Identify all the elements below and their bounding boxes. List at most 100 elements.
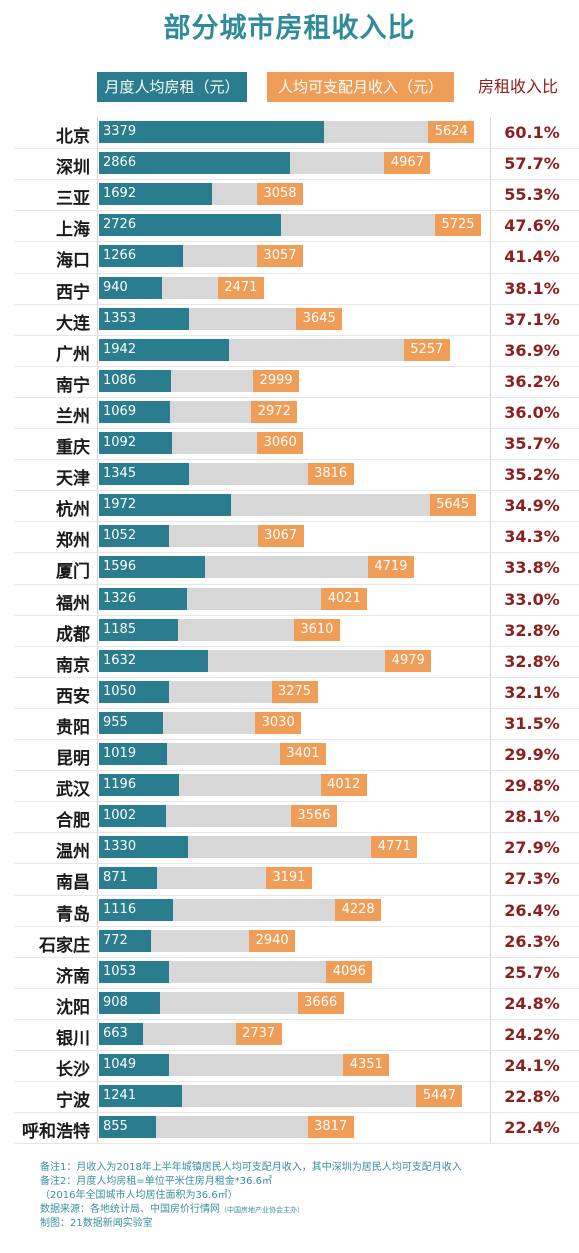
income-label: 2940 — [249, 929, 296, 952]
income-label: 3067 — [257, 525, 304, 548]
income-label: 5725 — [435, 214, 481, 237]
city-label: 福州 — [56, 593, 90, 614]
city-label: 昆明 — [56, 749, 90, 769]
ratio-label: 24.1% — [504, 1056, 560, 1075]
income-label: 3566 — [290, 805, 337, 828]
city-label: 广州 — [56, 344, 90, 365]
income-label: 3191 — [265, 867, 312, 890]
rent-bar: 1330 — [99, 836, 188, 859]
income-label: 2999 — [253, 369, 300, 392]
row-divider — [15, 428, 579, 429]
row-divider — [15, 365, 579, 367]
city-label: 北京 — [56, 127, 90, 147]
city-label: 杭州 — [56, 500, 90, 521]
rent-bar: 955 — [99, 711, 163, 734]
ratio-label: 26.4% — [504, 900, 560, 920]
ratio-label: 36.2% — [504, 371, 560, 391]
rent-bar: 1185 — [99, 618, 179, 641]
legend-ratio: 房租收入比 — [478, 77, 559, 96]
income-label: 3057 — [256, 245, 303, 268]
chart-title: 部分城市房租收入比 — [163, 13, 416, 44]
rent-bar: 1049 — [99, 1054, 169, 1076]
income-label: 3817 — [307, 1116, 354, 1139]
city-label: 兰州 — [56, 406, 90, 427]
city-label: 济南 — [56, 966, 90, 987]
city-label: 郑州 — [56, 531, 90, 552]
city-label: 长沙 — [56, 1060, 90, 1080]
ratio-label: 27.9% — [504, 838, 560, 858]
row-divider — [15, 459, 579, 461]
city-label: 海口 — [56, 251, 90, 272]
rent-bar: 871 — [99, 867, 158, 890]
income-label: 3401 — [279, 743, 326, 765]
ratio-label: 60.1% — [504, 123, 560, 142]
row-divider — [15, 956, 579, 958]
row-divider — [15, 303, 579, 305]
row-divider — [15, 925, 579, 927]
notes: 备注1：月收入为2018年上半年城镇居民人均可支配月收入，其中深圳为居民人均可支… — [40, 1161, 462, 1231]
city-label: 深圳 — [56, 158, 90, 179]
city-label: 上海 — [56, 220, 90, 241]
ratio-label: 22.4% — [504, 1118, 560, 1138]
ratio-label: 33.0% — [504, 589, 560, 609]
ratio-label: 26.3% — [504, 931, 560, 951]
note-3: （2016年全国城市人均居住面积为36.6㎡） — [40, 1190, 238, 1201]
income-label: 3666 — [297, 991, 344, 1014]
row-divider — [15, 490, 579, 492]
city-label: 天津 — [56, 469, 90, 490]
rent-bar: 1972 — [99, 494, 231, 517]
rent-bar: 1345 — [99, 463, 189, 486]
city-label: 温州 — [56, 842, 90, 863]
row-divider — [15, 334, 579, 336]
axis-line — [97, 117, 98, 1143]
row-divider — [15, 179, 579, 181]
income-bar — [99, 1116, 354, 1139]
ratio-label: 35.7% — [504, 434, 560, 453]
income-label: 3058 — [257, 183, 304, 206]
ratio-label: 28.1% — [504, 807, 560, 827]
income-label: 4719 — [367, 556, 414, 579]
city-label: 沈阳 — [56, 997, 90, 1018]
row-divider — [15, 894, 579, 896]
ratio-label: 36.0% — [504, 402, 560, 422]
ratio-label: 33.8% — [504, 558, 560, 578]
city-label: 银川 — [56, 1028, 90, 1049]
income-label: 4967 — [384, 152, 431, 175]
rent-bar: 940 — [99, 276, 162, 299]
ratio-label: 32.8% — [504, 651, 560, 671]
row-divider — [15, 583, 579, 585]
income-label: 5624 — [428, 121, 475, 143]
note-source-text: 数据来源：各地统计局、中国房价行情网 — [40, 1204, 220, 1215]
rent-bar: 1353 — [99, 307, 190, 330]
city-label: 宁波 — [56, 1091, 90, 1112]
rent-bar: 1069 — [99, 400, 171, 423]
ratio-label: 31.5% — [504, 713, 560, 733]
rent-bar: 772 — [99, 929, 151, 952]
rent-bar: 908 — [99, 991, 160, 1014]
income-label: 4351 — [343, 1054, 390, 1076]
ratio-label: 34.3% — [504, 527, 560, 547]
rent-bar: 1050 — [99, 680, 170, 703]
ratio-label: 22.8% — [504, 1087, 560, 1107]
ratio-label: 32.1% — [504, 682, 560, 702]
city-label: 大连 — [56, 313, 90, 334]
rent-bar: 1092 — [99, 432, 172, 454]
row-divider — [15, 148, 579, 150]
income-label: 5257 — [403, 338, 450, 361]
row-divider — [15, 614, 579, 616]
city-label: 呼和浩特 — [22, 1122, 90, 1143]
rent-bar: 1196 — [99, 774, 179, 797]
income-label: 4771 — [371, 836, 418, 859]
ratio-label: 47.6% — [504, 216, 560, 236]
note-credit: 制图：21数据新闻实验室 — [40, 1218, 153, 1229]
ratio-label: 27.3% — [504, 869, 560, 889]
income-bar — [99, 991, 344, 1014]
income-label: 4979 — [385, 649, 432, 672]
income-label: 3060 — [257, 432, 304, 454]
row-divider — [15, 1050, 579, 1051]
city-label: 南昌 — [56, 873, 90, 894]
ratio-label: 55.3% — [504, 185, 560, 205]
city-label: 贵阳 — [56, 717, 90, 738]
city-label: 武汉 — [56, 780, 90, 801]
row-divider — [15, 645, 579, 647]
